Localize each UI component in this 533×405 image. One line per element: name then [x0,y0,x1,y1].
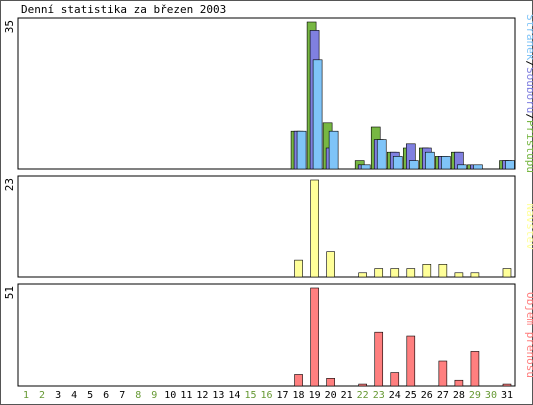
bar-traffic-Stránek-day-27 [441,156,451,170]
panel-max-label: 51 [3,286,16,299]
bar-volume-Objem-přenosu-day-31 [502,383,512,387]
chart-title: Denní statistika za březen 2003 [21,3,226,16]
x-tick-label: 29 [469,390,481,401]
panel-frame [17,175,516,278]
x-tick-label: 7 [119,390,125,401]
x-tick-label: 22 [357,390,369,401]
panel-frame [17,17,516,170]
bar-visits-Návštěv-day-20 [326,251,335,278]
bar-volume-Objem-přenosu-day-25 [406,335,416,387]
x-tick-label: 26 [421,390,433,401]
x-tick-label: 31 [501,390,513,401]
bar-volume-Objem-přenosu-day-20 [326,378,335,387]
x-tick-label: 10 [164,390,176,401]
bar-volume-Objem-přenosu-day-19 [310,287,319,387]
x-tick-label: 8 [135,390,141,401]
x-tick-label: 16 [260,390,272,401]
legend-entry: Návštěv [524,203,533,250]
legend-entry: Přístupů [524,120,533,173]
x-tick-label: 2 [39,390,45,401]
x-tick-label: 25 [405,390,417,401]
bar-traffic-Stránek-day-19 [312,59,323,170]
bar-visits-Návštěv-day-19 [310,179,319,278]
bar-visits-Návštěv-day-26 [422,264,432,278]
panel-visits: 23 Návštěv [3,175,533,278]
x-tick-label: 23 [373,390,385,401]
x-tick-label: 24 [389,390,401,401]
legend-separator: / [524,60,533,67]
bar-volume-Objem-přenosu-day-23 [374,331,384,387]
bar-traffic-Stránek-day-24 [392,156,403,170]
bar-visits-Návštěv-day-28 [454,272,464,278]
chart-panels: 35Stránek/Souborů/Přístupů23Návštěv51Obj… [3,14,533,387]
x-tick-label: 6 [103,390,109,401]
bar-visits-Návštěv-day-31 [502,268,512,278]
bar-volume-Objem-přenosu-day-27 [438,360,448,387]
bar-volume-Objem-přenosu-day-24 [390,372,400,387]
bar-traffic-Stránek-day-20 [328,130,339,170]
panel-max-label: 23 [3,178,16,191]
x-tick-label: 4 [71,390,77,401]
x-tick-label: 30 [485,390,497,401]
x-tick-label: 13 [212,390,224,401]
bar-volume-Objem-přenosu-day-18 [294,374,303,387]
panel-volume: 51 Objem přenosu [3,283,533,387]
panel-max-label: 35 [3,20,16,33]
bar-visits-Návštěv-day-27 [438,264,448,278]
bar-traffic-Stránek-day-29 [473,164,483,170]
x-tick-label: 15 [244,390,256,401]
x-tick-label: 18 [293,390,305,401]
x-tick-label: 28 [453,390,465,401]
x-tick-label: 12 [196,390,208,401]
x-tick-label: 21 [341,390,353,401]
panel-frame [17,283,516,387]
bar-visits-Návštěv-day-24 [390,268,400,278]
panel-legend: Stránek/Souborů/Přístupů [524,14,533,173]
bar-traffic-Stránek-day-18 [296,130,307,170]
bar-traffic-Stránek-day-23 [376,139,387,170]
bar-traffic-Stránek-day-31 [505,160,515,170]
x-tick-label: 3 [55,390,61,401]
x-tick-label: 5 [87,390,93,401]
bar-volume-Objem-přenosu-day-28 [454,379,464,387]
x-tick-label: 1 [23,390,29,401]
legend-separator: / [524,113,533,120]
x-tick-label: 17 [277,390,289,401]
x-tick-label: 14 [228,390,240,401]
legend-entry: Stránek [524,14,533,61]
legend-entry: Souborů [524,67,533,113]
panel-legend: Objem přenosu [524,292,533,378]
x-tick-label: 20 [325,390,337,401]
bar-visits-Návštěv-day-29 [470,272,480,278]
x-tick-label: 11 [180,390,192,401]
legend-entry: Objem přenosu [524,292,533,378]
panel-legend: Návštěv [524,203,533,250]
x-tick-label: 27 [437,390,449,401]
bar-visits-Návštěv-day-22 [358,272,367,278]
bar-visits-Návštěv-day-23 [374,268,384,278]
x-tick-label: 19 [309,390,321,401]
bar-visits-Návštěv-day-25 [406,268,416,278]
bar-traffic-Stránek-day-26 [425,151,435,170]
bar-volume-Objem-přenosu-day-29 [470,351,480,387]
x-axis-day-labels: 1 2 3 4 5 6 7 8 9 10 11 12 13 14 15 16 17 18 19 20 21 22 23 24 2… [23,390,513,401]
bar-visits-Návštěv-day-18 [294,259,303,278]
bar-volume-Objem-přenosu-day-22 [358,383,367,387]
bar-traffic-Stránek-day-25 [408,160,419,170]
bar-traffic-Stránek-day-28 [457,164,467,170]
x-tick-label: 9 [151,390,157,401]
bar-traffic-Stránek-day-22 [360,164,371,170]
